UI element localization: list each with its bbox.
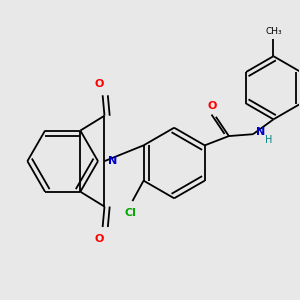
Text: N: N <box>108 156 118 166</box>
Text: H: H <box>265 135 272 145</box>
Text: O: O <box>94 79 104 88</box>
Text: Cl: Cl <box>124 208 136 218</box>
Text: O: O <box>208 101 217 111</box>
Text: O: O <box>94 234 104 244</box>
Text: N: N <box>256 128 265 137</box>
Text: CH₃: CH₃ <box>265 28 282 37</box>
